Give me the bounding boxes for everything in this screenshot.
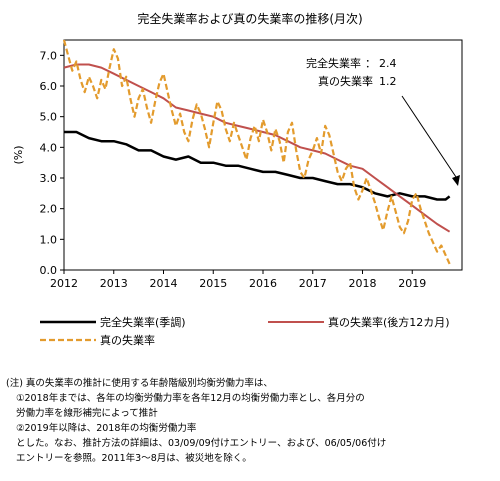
- axes: 0.0 1.0 2.0 3.0 4.0 5.0 6.0 7.0 (%) 2012 2013 2014 2…: [12, 39, 463, 290]
- x-tick-label: 2013: [100, 277, 128, 290]
- y-tick-label: 3.0: [40, 172, 58, 185]
- annotation-label-2: 真の失業率: [318, 74, 373, 88]
- series-line-3: [62, 39, 451, 265]
- footnote-line-1: (注) 真の失業率の推計に使用する年齢階級別均衡労働力率は、: [6, 378, 273, 389]
- annotation-box: 完全失業率 ： 2.4 真の失業率 ： 1.2: [304, 54, 460, 186]
- y-tick-label: 6.0: [40, 80, 58, 93]
- x-tick-label: 2017: [299, 277, 327, 290]
- footnote-line-2: ①2018年までは、各年の均衡労働力率を各年12月の均衡労働力率とし、各月分の: [16, 393, 365, 404]
- annotation-arrowhead: [452, 175, 460, 186]
- x-tick-label: 2015: [199, 277, 227, 290]
- annotation-label-1: 完全失業率: [306, 56, 361, 70]
- annotation-value-1: 2.4: [379, 57, 397, 70]
- x-tick-label: 2016: [249, 277, 277, 290]
- footnote: (注) 真の失業率の推計に使用する年齢階級別均衡労働力率は、 ①2018年までは…: [6, 376, 496, 466]
- x-tick-label: 2018: [349, 277, 377, 290]
- legend: 完全失業率(季調) 真の失業率(後方12カ月) 真の失業率: [40, 315, 450, 347]
- x-tick-label: 2019: [398, 277, 426, 290]
- annotation-colon-1: ：: [365, 57, 376, 70]
- annotation-arrow: [401, 95, 459, 181]
- footnote-line-5: とした。なお、推計方法の詳細は、03/09/09付けエントリー、および、06/0…: [16, 438, 387, 449]
- legend-label-3: 真の失業率: [100, 333, 155, 347]
- chart-title: 完全失業率および真の失業率の推移(月次): [137, 12, 363, 26]
- y-tick-label: 7.0: [40, 49, 58, 62]
- x-tick-label: 2012: [50, 277, 78, 290]
- footnote-line-6: エントリーを参照。2011年3～8月は、被災地を除く。: [16, 453, 252, 464]
- annotation-colon-2: ：: [365, 75, 376, 88]
- y-axis-label: (%): [12, 145, 25, 164]
- y-tick-label: 2.0: [40, 203, 58, 216]
- footnote-line-4: ②2019年以降は、2018年の均衡労働力率: [16, 423, 197, 434]
- y-tick-label: 1.0: [40, 233, 58, 246]
- annotation-value-2: 1.2: [379, 75, 397, 88]
- y-tick-label: 5.0: [40, 111, 58, 124]
- series-lines: [62, 39, 451, 265]
- x-tick-label: 2014: [150, 277, 178, 290]
- legend-label-1: 完全失業率(季調): [100, 315, 186, 329]
- footnote-line-3: 労働力率を線形補完によって推計: [16, 408, 158, 419]
- y-tick-label: 0.0: [40, 264, 58, 277]
- legend-label-2: 真の失業率(後方12カ月): [328, 315, 450, 329]
- annotation-background: [304, 54, 422, 94]
- y-tick-label: 4.0: [40, 141, 58, 154]
